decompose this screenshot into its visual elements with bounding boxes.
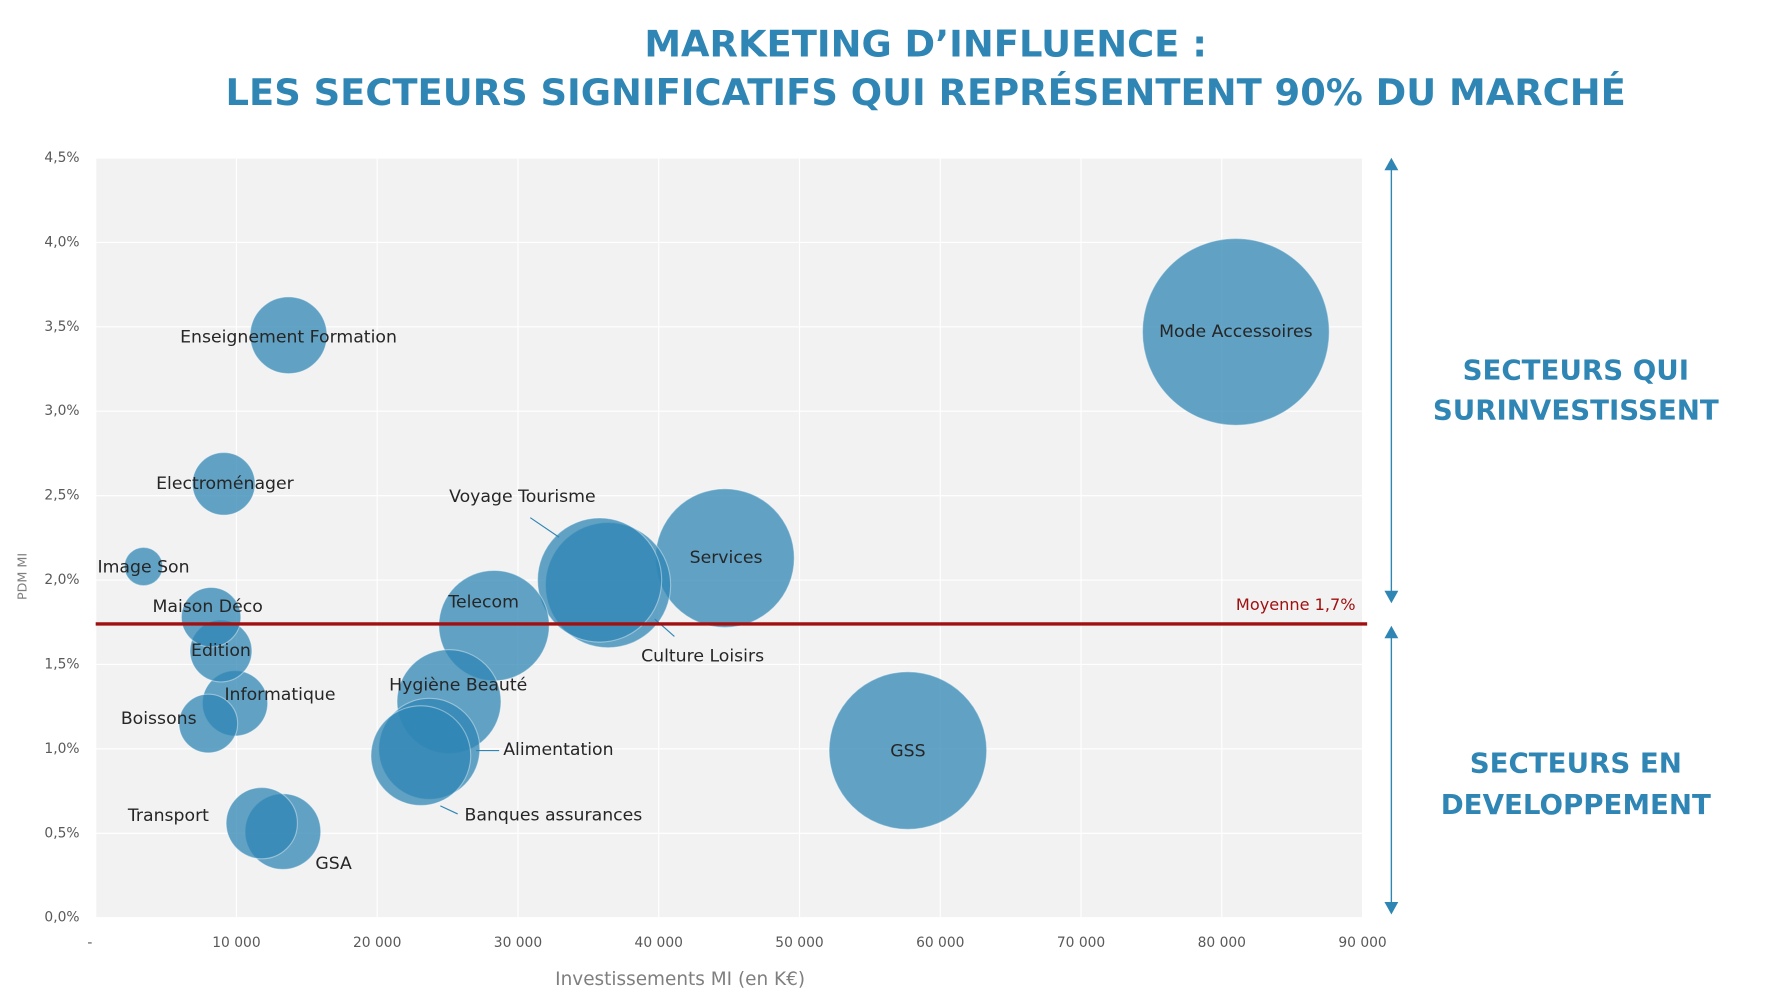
leader-line [440,805,458,815]
bubble [123,546,164,587]
data-label: Telecom [447,593,519,613]
data-label: Mode Accessoires [1159,322,1312,342]
x-tick-label: 40 000 [635,935,683,951]
x-tick-label: 90 000 [1338,935,1386,951]
data-label: Transport [127,806,209,826]
x-tick-label: 60 000 [916,935,964,951]
data-label: Edition [191,641,251,661]
x-tick-label: 50 000 [775,935,823,951]
bubble [249,296,328,375]
x-axis-label: Investissements MI (en K€) [555,969,805,990]
annotation: SECTEURS EN [1470,746,1682,779]
data-label: GSS [890,742,925,762]
x-tick-label: 30 000 [494,935,542,951]
data-label: Image Son [97,558,189,578]
x-tick-label: 80 000 [1198,935,1246,951]
data-label: Electroménager [156,474,295,494]
data-label: Services [690,548,763,568]
data-label: Voyage Tourisme [449,487,595,507]
chart-title: MARKETING D’INFLUENCE : [644,23,1207,66]
annotation: SECTEURS QUI [1463,353,1689,386]
x-tick-label: 10 000 [212,935,260,951]
data-label: GSA [315,854,352,874]
bubble [225,786,298,860]
y-tick-label: 1,0% [44,741,79,757]
y-tick-label: 2,5% [44,488,79,504]
y-tick-label: 3,0% [44,403,79,419]
data-label: Informatique [224,685,335,705]
y-tick-label: 1,5% [44,656,79,672]
bubble [180,586,242,648]
x-tick-label: 70 000 [1057,935,1105,951]
reference-label: Moyenne 1,7% [1236,595,1356,614]
leader-line [529,517,560,538]
y-tick-label: 4,5% [44,150,79,166]
data-label: Maison Déco [152,597,262,617]
bubble [536,517,663,643]
chart-subtitle: LES SECTEURS SIGNIFICATIFS QUI REPRÉSENT… [226,70,1626,114]
annotation: SURINVESTISSENT [1433,394,1719,427]
y-tick-label: 0,0% [44,910,79,926]
data-label: Hygiène Beauté [389,675,527,695]
x-tick-label: - [87,935,92,951]
arrows [1384,157,1399,915]
y-axis-label: PDM MI [15,553,30,600]
y-tick-label: 3,5% [44,319,79,335]
data-label: Alimentation [503,740,613,760]
data-label: Enseignement Formation [180,328,397,348]
bubble [191,451,256,516]
data-label: Boissons [121,709,197,729]
data-label: Banques assurances [465,806,643,826]
bubble [178,693,239,754]
bubble [1141,237,1330,426]
y-tick-label: 4,0% [44,234,79,250]
data-label: Culture Loisirs [641,647,764,667]
x-tick-label: 20 000 [353,935,401,951]
y-tick-label: 2,0% [44,572,79,588]
bubble [370,705,472,807]
leader-line [654,618,675,637]
bubble [828,671,988,830]
annotation: DEVELOPPEMENT [1441,788,1711,821]
y-tick-label: 0,5% [44,825,79,841]
